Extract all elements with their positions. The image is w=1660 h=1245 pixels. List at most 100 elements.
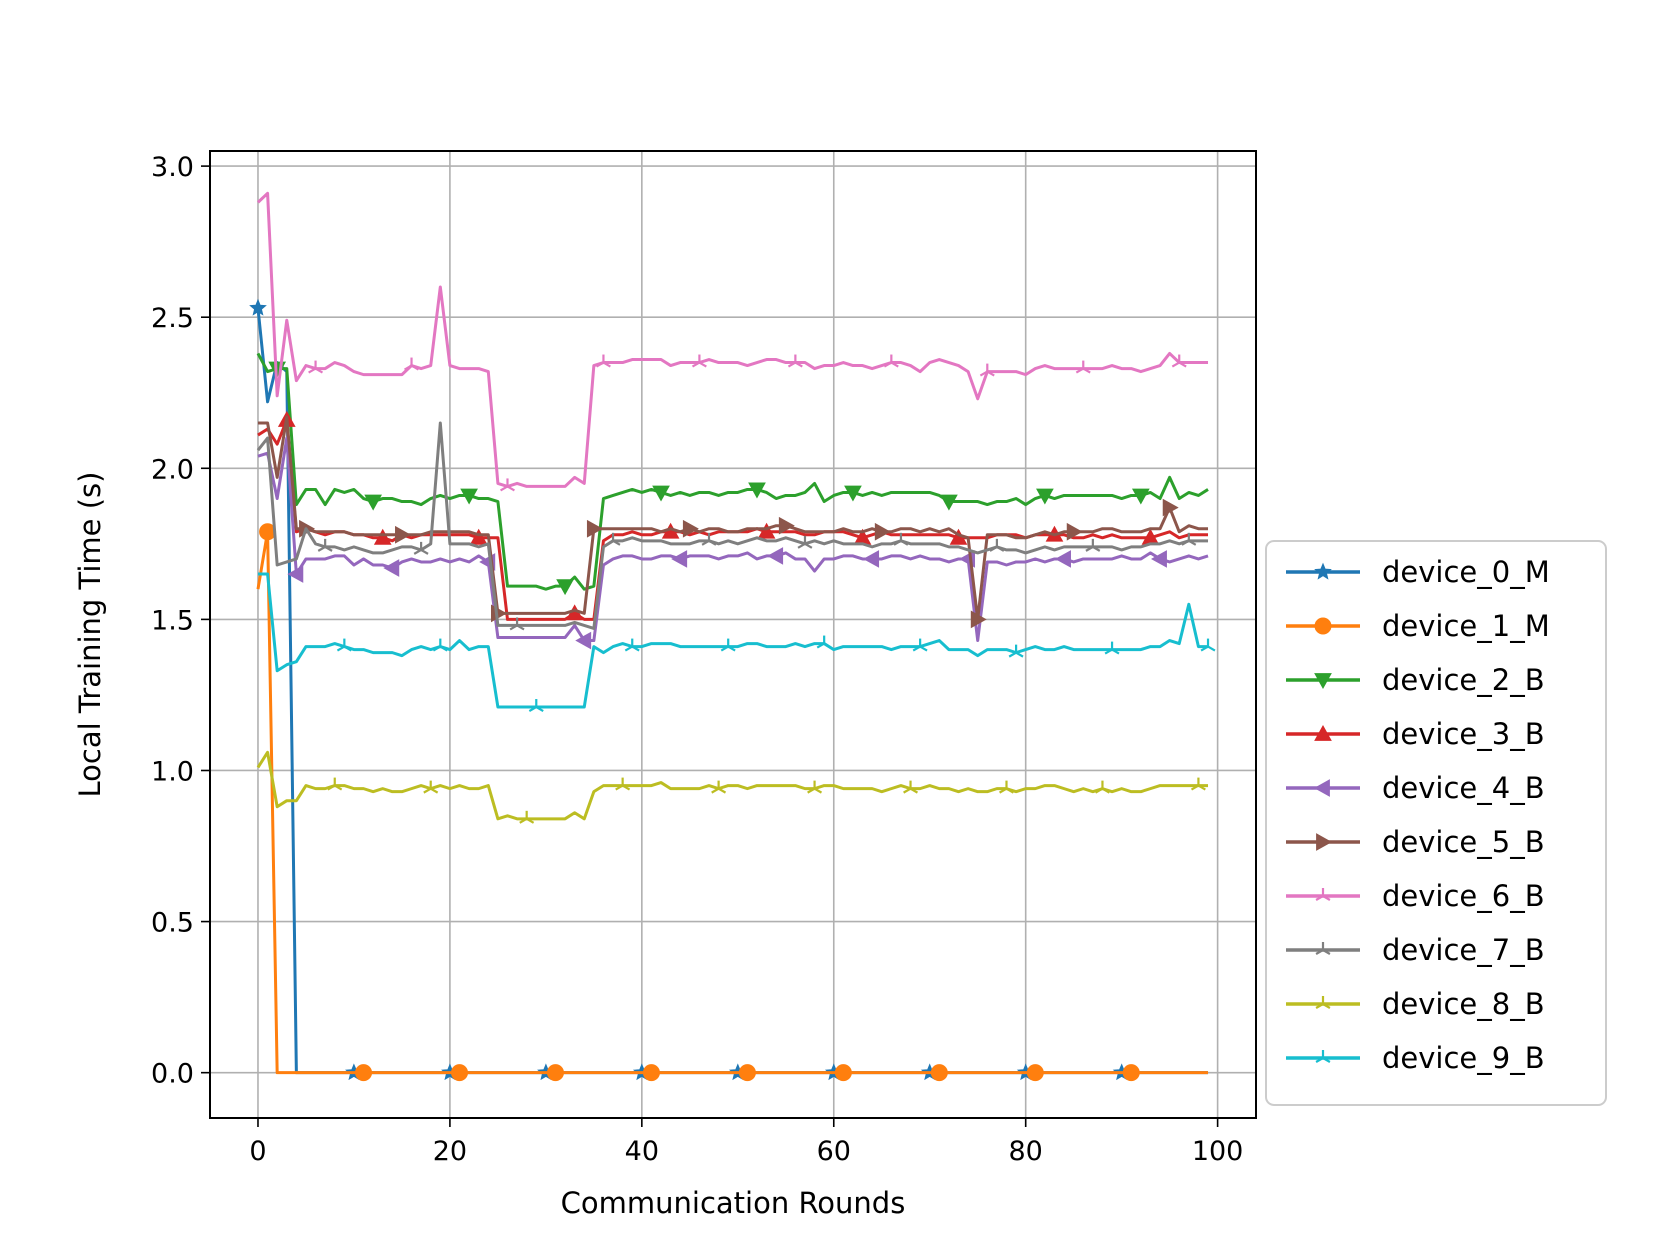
x-tick-label: 0	[249, 1136, 266, 1167]
series-line	[256, 352, 1209, 591]
data-point-marker	[1316, 833, 1333, 851]
data-point-marker	[413, 541, 429, 555]
data-point-marker	[1036, 488, 1054, 505]
legend-label: device_9_B	[1382, 1041, 1545, 1075]
data-point-marker	[999, 780, 1014, 794]
data-point-marker	[682, 519, 699, 538]
data-point-marker	[1313, 779, 1330, 797]
data-point-marker	[395, 525, 411, 544]
x-tick-label: 80	[1009, 1136, 1043, 1167]
data-point-marker	[883, 354, 899, 368]
data-point-marker	[767, 547, 784, 565]
data-point-marker	[1315, 1050, 1331, 1063]
plot-frame	[209, 150, 1257, 1119]
data-point-marker	[970, 610, 987, 629]
legend-label: device_0_M	[1382, 555, 1550, 589]
data-point-marker	[652, 485, 670, 502]
legend-item: device_5_B	[1286, 825, 1545, 859]
data-point-marker	[1171, 354, 1187, 368]
data-point-marker	[720, 638, 736, 652]
data-point-marker	[757, 522, 776, 539]
data-point-marker	[1094, 780, 1110, 794]
series-line	[256, 750, 1209, 821]
data-point-marker	[460, 488, 478, 505]
legend-label: device_1_M	[1382, 609, 1550, 643]
data-point-marker	[519, 810, 535, 824]
x-tick-label: 100	[1192, 1136, 1244, 1167]
data-point-marker	[509, 617, 525, 631]
series-line	[257, 415, 1209, 621]
x-tick-label: 40	[625, 1136, 659, 1167]
legend-label: device_2_B	[1382, 663, 1545, 697]
data-point-marker	[874, 522, 891, 541]
data-point-marker	[816, 635, 832, 649]
data-point-marker	[308, 360, 324, 374]
data-point-marker	[451, 1064, 469, 1082]
data-point-marker	[1314, 617, 1332, 635]
data-point-marker	[586, 519, 603, 538]
series-line	[256, 421, 1209, 630]
data-point-marker	[1314, 724, 1332, 741]
data-point-marker	[671, 550, 688, 568]
data-point-marker	[624, 638, 640, 652]
data-point-marker	[287, 565, 304, 583]
legend-item: device_6_B	[1286, 879, 1545, 913]
legend-item: device_8_B	[1286, 987, 1545, 1021]
y-tick-label: 3.0	[151, 152, 194, 183]
legend-box	[1265, 540, 1607, 1106]
legend-item: device_4_B	[1286, 771, 1545, 805]
data-point-marker	[1055, 550, 1071, 568]
data-point-marker	[575, 631, 592, 650]
data-point-marker	[500, 478, 515, 492]
data-point-marker	[1151, 550, 1167, 568]
grid	[210, 151, 1256, 1118]
data-point-marker	[1026, 1064, 1044, 1082]
data-point-marker	[556, 579, 574, 596]
legend: device_0_M device_1_M device_2_B device_3_B…	[1265, 540, 1607, 1106]
series-device_4_B	[257, 436, 1209, 650]
data-point-marker	[834, 1064, 852, 1082]
data-point-marker	[748, 482, 766, 499]
data-point-marker	[595, 354, 611, 368]
data-point-marker	[1075, 360, 1091, 374]
data-point-marker	[327, 777, 343, 791]
series-line	[257, 436, 1209, 643]
data-point-marker	[383, 559, 400, 577]
data-point-marker	[605, 532, 621, 546]
legend-label: device_8_B	[1382, 987, 1545, 1021]
data-point-marker	[249, 298, 267, 316]
series-device_6_B	[256, 191, 1209, 492]
data-point-marker	[940, 494, 958, 511]
data-point-marker	[469, 528, 488, 545]
series-lines	[249, 191, 1216, 1082]
data-point-marker	[642, 1064, 660, 1082]
data-point-marker	[1314, 673, 1332, 690]
data-point-marker	[778, 516, 795, 535]
data-point-marker	[1131, 488, 1150, 505]
legend-item: device_2_B	[1286, 663, 1545, 697]
series-line	[257, 572, 1209, 709]
data-point-marker	[423, 780, 439, 794]
data-point-marker	[432, 638, 448, 652]
data-point-marker	[1315, 888, 1331, 901]
series-device_9_B	[257, 572, 1216, 712]
series-device_7_B	[256, 421, 1209, 631]
data-point-marker	[1085, 538, 1101, 552]
data-point-marker	[691, 354, 707, 368]
data-point-marker	[844, 485, 862, 502]
data-point-marker	[989, 538, 1005, 552]
data-point-marker	[1200, 638, 1216, 652]
data-point-marker	[373, 528, 392, 545]
legend-item: device_3_B	[1286, 717, 1545, 751]
legend-label: device_7_B	[1382, 933, 1545, 967]
legend-item: device_0_M	[1286, 555, 1550, 589]
y-tick-label: 0.0	[151, 1059, 194, 1090]
data-point-marker	[1066, 522, 1083, 541]
legend-item: device_9_B	[1286, 1041, 1545, 1075]
x-tick-label: 20	[433, 1136, 467, 1167]
data-point-marker	[1315, 942, 1331, 955]
series-device_1_M	[256, 523, 1209, 1082]
legend-label: device_4_B	[1382, 771, 1545, 805]
series-device_5_B	[257, 415, 1209, 629]
